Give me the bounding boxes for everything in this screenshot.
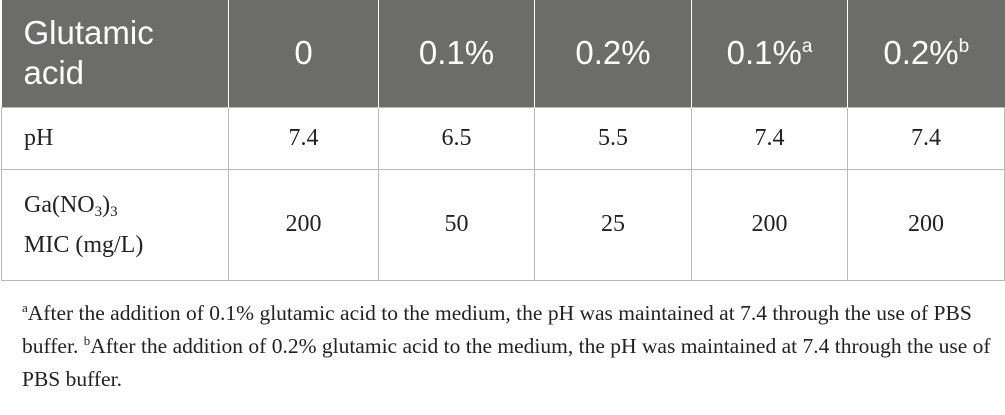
table-cell: 6.5 [378, 106, 535, 170]
glutamic-acid-table: Glutamic acid 0 0.1% 0.2% 0.1%a 0.2%b pH… [1, 0, 1005, 281]
table-cell: 25 [534, 168, 692, 281]
footnote-text-b: After the addition of 0.2% glutamic acid… [22, 334, 991, 391]
table-cell: 200 [691, 168, 848, 281]
header-col-mark: b [958, 36, 970, 58]
header-col-label: 0 [294, 34, 313, 72]
table-cell: 7.4 [228, 106, 379, 170]
header-col-1: 0.1% [378, 0, 535, 107]
header-row-label: Glutamic acid [23, 14, 154, 92]
mic-label-mid: ) [102, 191, 111, 218]
header-col-0: 0 [228, 0, 379, 107]
footnote-text-a: After the addition of 0.1% glutamic acid… [22, 301, 972, 358]
table-row-mic: Ga(NO3)3 MIC (mg/L) 200 50 25 200 200 [1, 168, 1005, 281]
header-col-label: 0.1% [418, 34, 495, 72]
row-label-mic: Ga(NO3)3 MIC (mg/L) [1, 168, 229, 281]
mic-label-line2: MIC (mg/L) [24, 231, 144, 258]
header-col-label: 0.2% [883, 34, 959, 72]
table-cell: 200 [847, 168, 1005, 281]
footnote-mark-a: a [22, 300, 28, 315]
mic-label-prefix: Ga(NO [24, 191, 95, 218]
header-col-3: 0.1%a [691, 0, 848, 107]
mic-label-sub2: 3 [110, 203, 118, 220]
header-col-2: 0.2% [534, 0, 692, 107]
table-cell: 5.5 [534, 106, 692, 170]
table-header-row: Glutamic acid 0 0.1% 0.2% 0.1%a 0.2%b [1, 0, 1005, 107]
mic-label-sub: 3 [94, 203, 103, 220]
table-cell: 7.4 [691, 106, 848, 170]
table-row-ph: pH 7.4 6.5 5.5 7.4 7.4 [1, 106, 1005, 170]
table-cell: 50 [378, 168, 535, 281]
table-footnote: aAfter the addition of 0.1% glutamic aci… [22, 297, 997, 396]
header-col-mark: a [801, 36, 813, 58]
table-cell: 200 [228, 168, 379, 281]
footnote-mark-b: b [83, 333, 91, 348]
row-label-ph: pH [1, 106, 229, 170]
table-cell: 7.4 [847, 106, 1005, 170]
header-col-4: 0.2%b [847, 0, 1005, 107]
data-table-container: Glutamic acid 0 0.1% 0.2% 0.1%a 0.2%b pH… [1, 0, 1005, 281]
header-col-label: 0.1% [726, 34, 802, 72]
header-col-label: 0.2% [575, 34, 651, 72]
